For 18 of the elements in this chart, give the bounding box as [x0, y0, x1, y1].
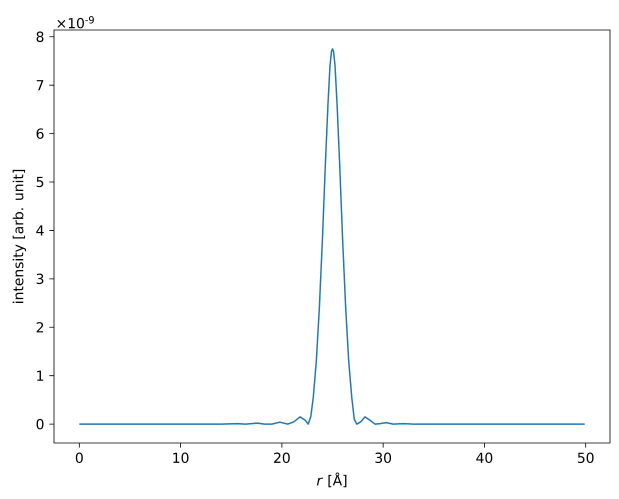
- y-axis-title: intensity [arb. unit]: [12, 170, 26, 303]
- y-tick-label: 4: [36, 225, 44, 236]
- y-tick-label: 1: [37, 370, 44, 381]
- x-tick-label: 50: [578, 452, 594, 464]
- y-tick-label: 7: [36, 80, 44, 90]
- y-tick-label: 5: [36, 176, 44, 188]
- y-tick-label: 2: [36, 322, 44, 332]
- y-tick-label: 0: [36, 418, 44, 430]
- x-tick-label: 20: [274, 452, 290, 464]
- x-tick-label: 0: [76, 452, 83, 464]
- x-tick-label: 30: [375, 452, 392, 464]
- x-tick-label: 40: [476, 452, 492, 464]
- y-tick-label: 6: [36, 128, 44, 139]
- x-tick-label: 10: [173, 452, 188, 464]
- text: ×10$^{-9}$: [58, 16, 94, 28]
- x-axis-title: r [Å]: [316, 472, 346, 488]
- y-tick-label: 3: [36, 274, 44, 284]
- y-tick-label: 8: [36, 32, 44, 42]
